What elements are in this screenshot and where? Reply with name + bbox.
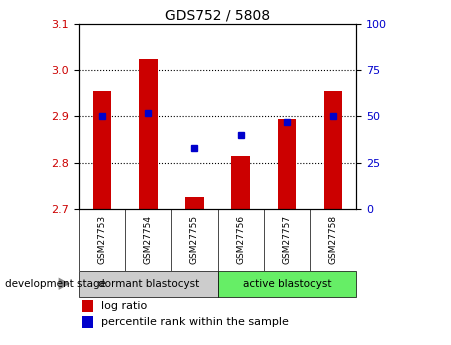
- Text: log ratio: log ratio: [101, 302, 147, 311]
- Text: percentile rank within the sample: percentile rank within the sample: [101, 317, 289, 326]
- Text: GSM27753: GSM27753: [97, 215, 106, 264]
- Title: GDS752 / 5808: GDS752 / 5808: [165, 9, 270, 23]
- Bar: [324, 91, 342, 209]
- Bar: [79, 271, 218, 297]
- Text: GSM27757: GSM27757: [282, 215, 291, 264]
- Bar: [139, 59, 157, 209]
- Bar: [93, 91, 111, 209]
- Bar: [82, 316, 93, 328]
- Bar: [231, 156, 250, 209]
- Text: active blastocyst: active blastocyst: [243, 279, 331, 289]
- Text: GSM27755: GSM27755: [190, 215, 199, 264]
- Text: dormant blastocyst: dormant blastocyst: [97, 279, 199, 289]
- Bar: [278, 119, 296, 209]
- Bar: [218, 271, 356, 297]
- Text: GSM27756: GSM27756: [236, 215, 245, 264]
- Bar: [185, 197, 204, 209]
- Text: GSM27754: GSM27754: [144, 215, 153, 264]
- Bar: [82, 300, 93, 312]
- Text: development stage: development stage: [5, 279, 106, 289]
- Text: GSM27758: GSM27758: [329, 215, 338, 264]
